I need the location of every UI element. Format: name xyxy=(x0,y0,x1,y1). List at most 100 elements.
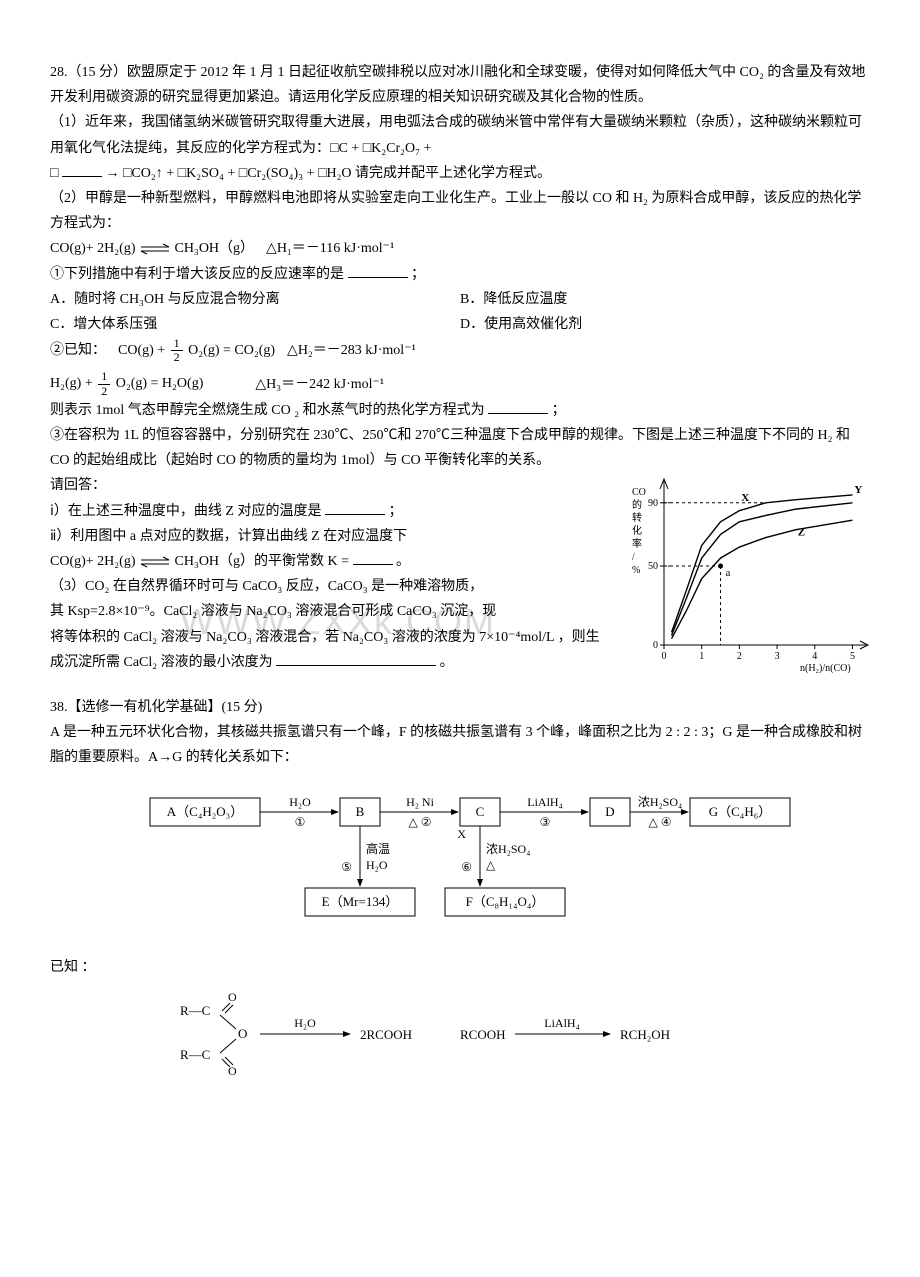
svg-text:LiAlH₄: LiAlH₄ xyxy=(544,1016,580,1030)
svg-text:转: 转 xyxy=(632,511,642,524)
q28-p1b: □ → □CO₂↑ + □K₂SO₄ + □Cr₂(SO₄)₃ + □H₂O 请… xyxy=(50,161,870,186)
frac-half: 12 xyxy=(171,337,183,364)
svg-text:△ ④: △ ④ xyxy=(649,815,672,829)
svg-text:A（C₄H₂O₃）: A（C₄H₂O₃） xyxy=(167,804,243,819)
reaction-flow-diagram: A（C₄H₂O₃）BCDG（C₄H₆）E（Mr=134）F（C₈H₁₄O₄）H₂… xyxy=(50,778,870,947)
q28-p1b-left: □ xyxy=(50,166,58,181)
svg-text:浓H₂SO₄: 浓H₂SO₄ xyxy=(486,842,530,856)
svg-text:0: 0 xyxy=(653,640,658,651)
q28-p5: 则表示 1mol 气态甲醇完全燃烧生成 CO ₂ 和水蒸气时的热化学方程式为 ； xyxy=(50,398,870,423)
equilibrium-arrow-icon xyxy=(139,243,171,255)
svg-text:2: 2 xyxy=(737,651,742,662)
eq-left: CO(g)+ 2H₂(g) xyxy=(50,554,139,569)
q28-eq1: CO(g)+ 2H₂(g) CH₃OH（g） △H₁＝－116 kJ·mol⁻¹ xyxy=(50,236,870,261)
eq1-right: CH₃OH（g） xyxy=(174,241,254,256)
eq2b-dh: △H₃＝－242 kJ·mol⁻¹ xyxy=(255,372,384,397)
blank xyxy=(62,163,102,177)
equilibrium-arrow-icon xyxy=(139,556,171,568)
svg-text:X: X xyxy=(741,492,749,504)
q28-p8a-text: ⅰ）在上述三种温度中，曲线 Z 对应的温度是 xyxy=(50,504,321,519)
q28-eq2b: H₂(g) + 12 O₂(g) = H₂O(g) △H₃＝－242 kJ·mo… xyxy=(50,370,870,397)
svg-text:H₂O: H₂O xyxy=(289,795,311,809)
eq-right: CH₃OH（g）的平衡常数 K = xyxy=(174,554,349,569)
svg-text:0: 0 xyxy=(662,651,667,662)
svg-text:X: X xyxy=(457,827,466,841)
svg-text:高温: 高温 xyxy=(366,841,390,856)
svg-text:△: △ xyxy=(486,858,496,872)
options: A．随时将 CH₃OH 与反应混合物分离 B．降低反应温度 C．增大体系压强 D… xyxy=(50,287,870,337)
svg-text:2RCOOH: 2RCOOH xyxy=(360,1027,412,1042)
svg-text:R—C: R—C xyxy=(180,1003,210,1018)
blank xyxy=(276,652,436,666)
svg-text:O: O xyxy=(228,990,237,1004)
eq2-label: ②已知： xyxy=(50,338,106,363)
svg-text:RCH₂OH: RCH₂OH xyxy=(620,1027,670,1042)
blank xyxy=(325,501,385,515)
q28-p5-text: 则表示 1mol 气态甲醇完全燃烧生成 CO ₂ 和水蒸气时的热化学方程式为 xyxy=(50,403,485,418)
blank xyxy=(488,400,548,414)
svg-text:n(H₂)/n(CO): n(H₂)/n(CO) xyxy=(800,663,851,674)
opt-b: B．降低反应温度 xyxy=(460,287,870,312)
eq2a-dh: △H₂＝－283 kJ·mol⁻¹ xyxy=(287,338,416,363)
eq2b-r: O₂(g) = H₂O(g) xyxy=(116,376,204,391)
svg-text:G（C₄H₆）: G（C₄H₆） xyxy=(709,804,772,819)
opt-a: A．随时将 CH₃OH 与反应混合物分离 xyxy=(50,287,460,312)
svg-text:浓H₂SO₄: 浓H₂SO₄ xyxy=(638,795,682,809)
opt-d: D．使用高效催化剂 xyxy=(460,312,870,337)
q28-p3: ①下列措施中有利于增大该反应的反应速率的是 ； xyxy=(50,262,870,287)
eq1-dh: △H₁＝－116 kJ·mol⁻¹ xyxy=(266,236,394,261)
q28-p2: （2）甲醇是一种新型燃料，甲醇燃料电池即将从实验室走向工业化生产。工业上一般以 … xyxy=(50,186,870,236)
svg-text:/: / xyxy=(632,552,635,563)
svg-text:B: B xyxy=(356,804,365,819)
blank xyxy=(348,264,408,278)
q28-p1a: （1）近年来，我国储氢纳米碳管研究取得重大进展，用电弧法合成的碳纳米管中常伴有大… xyxy=(50,110,870,160)
co-conversion-chart: 01234505090CO的转化率/%n(H₂)/n(CO)YXZa xyxy=(620,477,870,686)
q38-p2: 已知 ： xyxy=(50,955,870,980)
q28-heading: 28.（15 分）欧盟原定于 2012 年 1 月 1 日起征收航空碳排税以应对… xyxy=(50,60,870,110)
svg-text:⑤: ⑤ xyxy=(341,860,352,874)
svg-text:F（C₈H₁₄O₄）: F（C₈H₁₄O₄） xyxy=(466,894,545,909)
svg-text:③: ③ xyxy=(540,815,551,829)
svg-text:CO: CO xyxy=(632,487,646,498)
svg-text:H₂ Ni: H₂ Ni xyxy=(406,795,435,809)
svg-text:3: 3 xyxy=(775,651,780,662)
svg-text:C: C xyxy=(476,804,485,819)
q28-p3-tail: ； xyxy=(411,267,425,282)
q28-p3-text: ①下列措施中有利于增大该反应的反应速率的是 xyxy=(50,267,348,282)
q28-p8a-tail: ； xyxy=(388,504,402,519)
svg-text:①: ① xyxy=(295,815,306,829)
q38-heading: 38.【选修一有机化学基础】(15 分) xyxy=(50,695,870,720)
q28-p11-tail: 。 xyxy=(440,655,454,670)
svg-text:H₂O: H₂O xyxy=(294,1016,316,1030)
eq2a-l: CO(g) + xyxy=(118,343,165,358)
eq2b-l: H₂(g) + xyxy=(50,376,93,391)
svg-text:5: 5 xyxy=(850,651,855,662)
svg-text:率: 率 xyxy=(632,537,642,550)
svg-text:R—C: R—C xyxy=(180,1047,210,1062)
tail: 。 xyxy=(396,554,410,569)
svg-text:化: 化 xyxy=(632,524,642,537)
q28-p5-tail: ； xyxy=(552,403,566,418)
svg-text:LiAlH₄: LiAlH₄ xyxy=(527,795,563,809)
svg-text:Y: Y xyxy=(854,484,862,496)
svg-text:90: 90 xyxy=(648,498,658,509)
svg-text:Z: Z xyxy=(798,527,805,539)
page-content: 28.（15 分）欧盟原定于 2012 年 1 月 1 日起征收航空碳排税以应对… xyxy=(50,60,870,1088)
svg-text:O: O xyxy=(238,1026,247,1041)
svg-text:a: a xyxy=(726,567,731,579)
q28-p6: ③在容积为 1L 的恒容容器中，分别研究在 230℃、250℃和 270℃三种温… xyxy=(50,423,870,473)
svg-text:的: 的 xyxy=(632,498,642,511)
q28-p1b-right: → □CO₂↑ + □K₂SO₄ + □Cr₂(SO₄)₃ + □H₂O 请完成… xyxy=(105,166,551,181)
eq1-left: CO(g)+ 2H₂(g) xyxy=(50,241,135,256)
svg-text:4: 4 xyxy=(812,651,817,662)
svg-text:50: 50 xyxy=(648,561,658,572)
svg-text:△ ②: △ ② xyxy=(409,815,432,829)
svg-text:%: % xyxy=(632,565,640,576)
svg-text:D: D xyxy=(605,804,614,819)
svg-text:RCOOH: RCOOH xyxy=(460,1027,506,1042)
q38-p1: A 是一种五元环状化合物，其核磁共振氢谱只有一个峰，F 的核磁共振氢谱有 3 个… xyxy=(50,720,870,770)
svg-text:H₂O: H₂O xyxy=(366,858,388,872)
opt-c: C．增大体系压强 xyxy=(50,312,460,337)
eq2a-r: O₂(g) = CO₂(g) xyxy=(188,343,275,358)
frac-half: 12 xyxy=(98,370,110,397)
